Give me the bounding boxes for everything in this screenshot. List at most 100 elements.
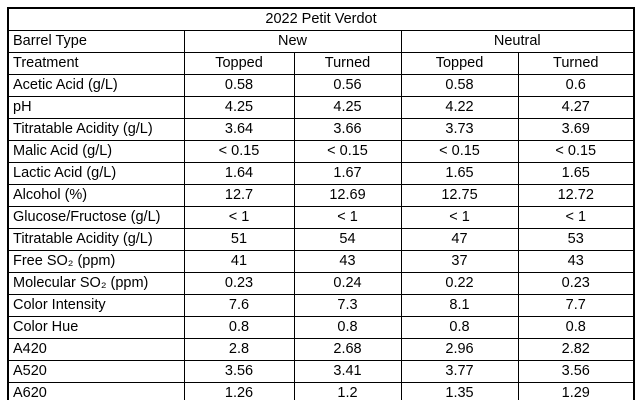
value-cell: 2.96: [400, 338, 519, 361]
value-cell: 3.64: [183, 118, 295, 141]
value-cell: < 1: [293, 206, 402, 229]
value-cell: 0.23: [517, 272, 635, 295]
value-cell: 0.22: [400, 272, 519, 295]
table-row: Alcohol (%) 12.7 12.69 12.75 12.72: [7, 184, 635, 207]
table-row: Titratable Acidity (g/L) 3.64 3.66 3.73 3.69: [7, 118, 635, 141]
row-label: A420: [7, 338, 185, 361]
table-row: Free SO₂ (ppm) 41 43 37 43: [7, 250, 635, 273]
value-cell: 0.56: [293, 74, 402, 97]
value-cell: 7.6: [183, 294, 295, 317]
table-row: Molecular SO₂ (ppm) 0.23 0.24 0.22 0.23: [7, 272, 635, 295]
value-cell: 0.8: [517, 316, 635, 339]
treatment-neutral-topped: Topped: [400, 52, 519, 75]
table-row: A620 1.26 1.2 1.35 1.29: [7, 382, 635, 400]
table-row: Lactic Acid (g/L) 1.64 1.67 1.65 1.65: [7, 162, 635, 185]
row-label: Color Intensity: [7, 294, 185, 317]
treatment-new-topped: Topped: [183, 52, 295, 75]
value-cell: < 0.15: [517, 140, 635, 163]
row-label: Glucose/Fructose (g/L): [7, 206, 185, 229]
value-cell: 3.41: [293, 360, 402, 383]
value-cell: 12.7: [183, 184, 295, 207]
row-label: Alcohol (%): [7, 184, 185, 207]
treatment-new-turned: Turned: [293, 52, 402, 75]
value-cell: 2.68: [293, 338, 402, 361]
value-cell: 3.69: [517, 118, 635, 141]
value-cell: 3.56: [517, 360, 635, 383]
table-row: pH 4.25 4.25 4.22 4.27: [7, 96, 635, 119]
value-cell: 12.75: [400, 184, 519, 207]
table-row: Color Hue 0.8 0.8 0.8 0.8: [7, 316, 635, 339]
row-label: Lactic Acid (g/L): [7, 162, 185, 185]
value-cell: 0.8: [183, 316, 295, 339]
table-row: A420 2.8 2.68 2.96 2.82: [7, 338, 635, 361]
wine-analysis-table: 2022 Petit Verdot Barrel Type New Neutra…: [7, 7, 635, 400]
value-cell: 4.25: [183, 96, 295, 119]
row-label: Acetic Acid (g/L): [7, 74, 185, 97]
value-cell: 0.24: [293, 272, 402, 295]
value-cell: 2.8: [183, 338, 295, 361]
value-cell: 1.67: [293, 162, 402, 185]
value-cell: 1.29: [517, 382, 635, 400]
value-cell: < 1: [517, 206, 635, 229]
table-row: Acetic Acid (g/L) 0.58 0.56 0.58 0.6: [7, 74, 635, 97]
row-label: pH: [7, 96, 185, 119]
value-cell: 1.65: [517, 162, 635, 185]
title-row: 2022 Petit Verdot: [7, 7, 635, 31]
row-label: A520: [7, 360, 185, 383]
table-row: Malic Acid (g/L) < 0.15 < 0.15 < 0.15 < 0.15: [7, 140, 635, 163]
value-cell: 1.65: [400, 162, 519, 185]
value-cell: 0.6: [517, 74, 635, 97]
value-cell: 0.8: [293, 316, 402, 339]
value-cell: 4.27: [517, 96, 635, 119]
value-cell: 0.58: [400, 74, 519, 97]
value-cell: 3.56: [183, 360, 295, 383]
value-cell: 53: [517, 228, 635, 251]
value-cell: 8.1: [400, 294, 519, 317]
row-label: Malic Acid (g/L): [7, 140, 185, 163]
barrel-group-neutral: Neutral: [400, 30, 635, 53]
value-cell: 41: [183, 250, 295, 273]
value-cell: 3.66: [293, 118, 402, 141]
value-cell: 7.3: [293, 294, 402, 317]
table-row: Color Intensity 7.6 7.3 8.1 7.7: [7, 294, 635, 317]
row-label: A620: [7, 382, 185, 400]
value-cell: 2.82: [517, 338, 635, 361]
row-label: Free SO₂ (ppm): [7, 250, 185, 273]
value-cell: 3.73: [400, 118, 519, 141]
value-cell: 0.23: [183, 272, 295, 295]
barrel-type-row: Barrel Type New Neutral: [7, 30, 635, 53]
row-label: Molecular SO₂ (ppm): [7, 272, 185, 295]
treatment-neutral-turned: Turned: [517, 52, 635, 75]
table-row: Titratable Acidity (g/L) 51 54 47 53: [7, 228, 635, 251]
value-cell: 12.72: [517, 184, 635, 207]
value-cell: 43: [517, 250, 635, 273]
value-cell: 1.64: [183, 162, 295, 185]
value-cell: 47: [400, 228, 519, 251]
row-label: Titratable Acidity (g/L): [7, 118, 185, 141]
value-cell: < 0.15: [400, 140, 519, 163]
table-row: A520 3.56 3.41 3.77 3.56: [7, 360, 635, 383]
treatment-row: Treatment Topped Turned Topped Turned: [7, 52, 635, 75]
treatment-label: Treatment: [7, 52, 185, 75]
value-cell: 1.35: [400, 382, 519, 400]
table-title: 2022 Petit Verdot: [7, 7, 635, 31]
value-cell: 0.8: [400, 316, 519, 339]
value-cell: 43: [293, 250, 402, 273]
value-cell: < 0.15: [183, 140, 295, 163]
row-label: Titratable Acidity (g/L): [7, 228, 185, 251]
value-cell: 51: [183, 228, 295, 251]
value-cell: < 1: [183, 206, 295, 229]
value-cell: 4.22: [400, 96, 519, 119]
value-cell: 54: [293, 228, 402, 251]
value-cell: 3.77: [400, 360, 519, 383]
value-cell: 12.69: [293, 184, 402, 207]
table-row: Glucose/Fructose (g/L) < 1 < 1 < 1 < 1: [7, 206, 635, 229]
value-cell: < 1: [400, 206, 519, 229]
value-cell: 37: [400, 250, 519, 273]
barrel-type-label: Barrel Type: [7, 30, 185, 53]
row-label: Color Hue: [7, 316, 185, 339]
value-cell: 1.26: [183, 382, 295, 400]
barrel-group-new: New: [183, 30, 402, 53]
value-cell: 4.25: [293, 96, 402, 119]
